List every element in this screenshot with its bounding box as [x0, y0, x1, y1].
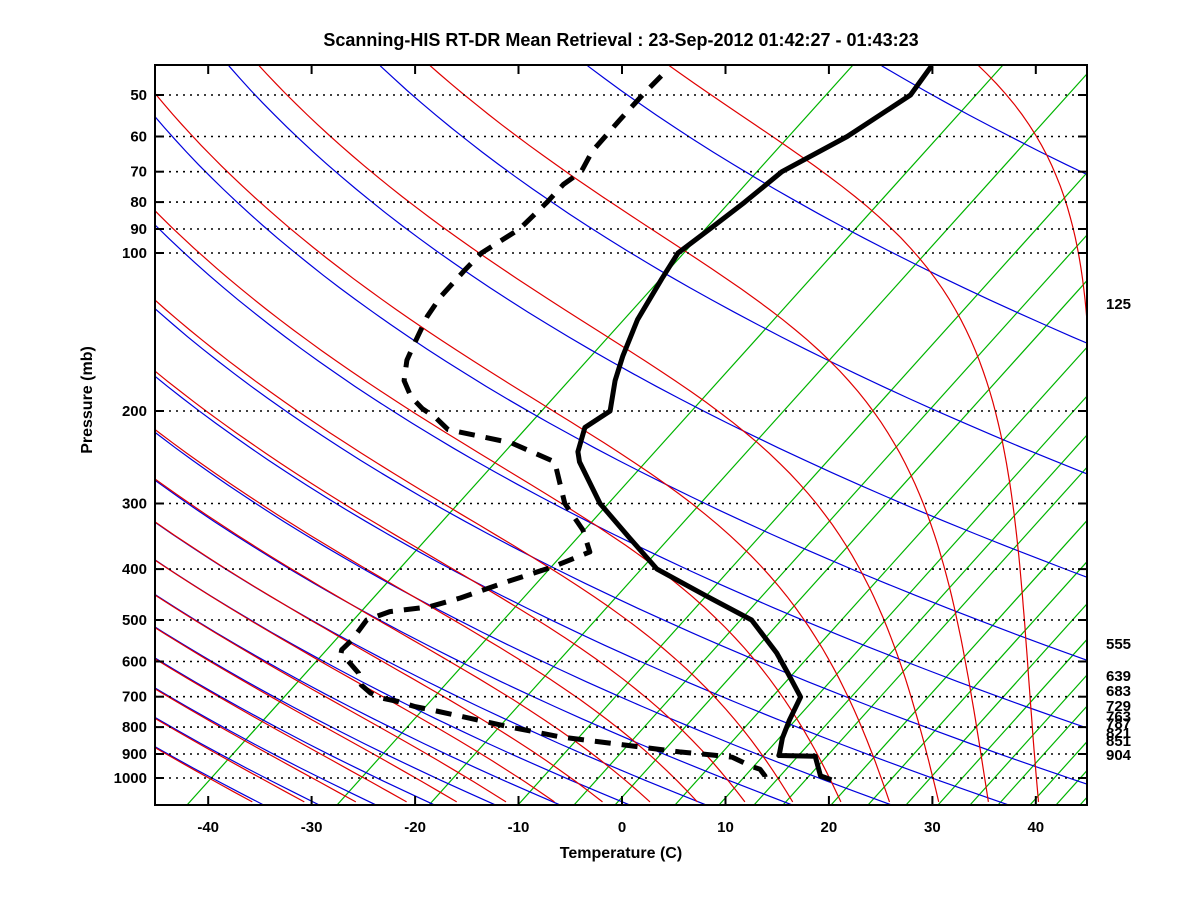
chart-title: Scanning-HIS RT-DR Mean Retrieval : 23-S…	[323, 30, 918, 50]
pressure-tick-label: 90	[130, 221, 147, 238]
dry-adiabat-line	[228, 65, 1087, 578]
level-pressure-label: 904	[1106, 747, 1132, 764]
level-pressure-label: 787	[1106, 715, 1131, 732]
moist-adiabat-line	[155, 478, 651, 803]
dry-adiabat-line	[155, 115, 1087, 661]
mixing-ratio-line	[830, 519, 1087, 805]
mixing-ratio-line	[782, 466, 1087, 805]
moist-adiabat-family	[155, 65, 1087, 803]
x-tick-label: -10	[508, 819, 530, 836]
moist-adiabat-line	[155, 428, 698, 803]
pressure-tick-label: 50	[130, 87, 147, 104]
dry-adiabat-line	[155, 593, 561, 805]
mixing-ratio-line	[614, 279, 1087, 805]
dry-adiabat-line	[155, 224, 1087, 729]
mixing-ratio-line	[997, 705, 1087, 805]
x-tick-label: 20	[821, 819, 838, 836]
mixing-ratio-line	[336, 65, 1004, 805]
moist-adiabat-line	[155, 92, 891, 803]
dry-adiabat-line	[155, 626, 496, 805]
pressure-tick-label: 80	[130, 194, 147, 211]
level-pressure-label: 555	[1106, 636, 1131, 653]
y-axis-label: Pressure (mb)	[79, 346, 96, 454]
level-pressure-label: 125	[1106, 296, 1131, 313]
level-pressure-label: 683	[1106, 683, 1131, 700]
dewpoint-profile	[338, 74, 768, 782]
mixing-ratio-line-family	[186, 65, 1087, 805]
pressure-tick-label: 700	[122, 689, 147, 706]
moist-adiabat-line	[155, 521, 603, 803]
sounding-profiles	[338, 65, 934, 783]
x-axis-label: Temperature (C)	[560, 845, 682, 862]
level-pressure-label: 639	[1106, 668, 1131, 685]
pressure-tick-label: 400	[122, 561, 147, 578]
moist-adiabat-line	[155, 299, 794, 803]
mixing-ratio-line	[718, 395, 1087, 805]
mixing-ratio-line	[1079, 796, 1087, 805]
dry-adiabat-line	[881, 65, 1087, 176]
dry-adiabat-line	[155, 687, 377, 805]
moist-adiabat-line	[155, 626, 458, 803]
level-pressure-label: 851	[1106, 733, 1131, 750]
moist-adiabat-line	[155, 688, 357, 803]
x-tick-label: 0	[618, 819, 626, 836]
axis-ticks	[155, 65, 1087, 805]
moist-adiabat-line	[257, 65, 940, 803]
dry-adiabat-line	[587, 65, 1087, 344]
pressure-tick-label: 600	[122, 654, 147, 671]
moist-adiabat-line	[155, 370, 746, 803]
x-tick-label: -40	[197, 819, 219, 836]
x-tick-label: 30	[924, 819, 941, 836]
isobar-gridlines	[155, 94, 1087, 779]
pressure-tick-label: 300	[122, 496, 147, 513]
pressure-tick-label: 800	[122, 719, 147, 736]
pressure-tick-label: 200	[122, 403, 147, 420]
pressure-tick-label: 70	[130, 164, 147, 181]
dry-adiabat-line	[155, 657, 435, 805]
level-pressure-label: 821	[1106, 725, 1131, 742]
mixing-ratio-line	[573, 234, 1087, 805]
x-tick-labels: -40 -30 -20 -10 0 10 20 30 40	[197, 819, 1044, 836]
dry-adiabat-family	[155, 65, 1087, 805]
mixing-ratio-line	[905, 602, 1087, 805]
mixing-ratio-line	[937, 638, 1087, 805]
moist-adiabat-line	[155, 594, 507, 803]
pressure-tick-label: 1000	[114, 770, 147, 787]
y-tick-labels: 50 60 70 80 90 100 200 300 400 500 600 700 800 900 100…	[114, 87, 147, 787]
temperature-profile	[575, 65, 934, 783]
dry-adiabat-line	[155, 479, 793, 805]
dry-adiabat-line	[155, 307, 1087, 785]
moist-adiabat-line	[155, 658, 407, 803]
pressure-tick-label: 100	[122, 245, 147, 262]
moist-adiabat-line	[155, 559, 555, 803]
mixing-ratio-line	[674, 346, 1087, 805]
moist-adiabat-line	[428, 65, 989, 802]
dry-adiabat-line	[155, 521, 707, 805]
mixing-ratio-line	[867, 560, 1087, 805]
moist-adiabat-line	[155, 717, 305, 803]
dry-adiabat-line	[155, 431, 893, 805]
x-tick-label: 10	[717, 819, 734, 836]
dry-adiabat-line	[379, 65, 1087, 475]
mixing-ratio-line	[753, 434, 1087, 805]
mixing-ratio-line	[969, 674, 1087, 805]
moist-adiabat-line	[667, 65, 1040, 802]
level-pressure-label: 763	[1106, 708, 1131, 725]
x-tick-label: 40	[1027, 819, 1044, 836]
pressure-tick-label: 60	[130, 129, 147, 146]
pressure-tick-label: 900	[122, 746, 147, 763]
moist-adiabat-line	[155, 209, 842, 803]
mixing-ratio-line	[517, 171, 1087, 805]
mixing-ratio-line	[428, 72, 1087, 805]
dry-adiabat-line	[155, 375, 1010, 805]
dry-adiabat-line	[155, 559, 631, 805]
pressure-tick-label: 500	[122, 612, 147, 629]
x-tick-label: -30	[301, 819, 323, 836]
level-pressure-label: 729	[1106, 698, 1131, 715]
x-tick-label: -20	[404, 819, 426, 836]
